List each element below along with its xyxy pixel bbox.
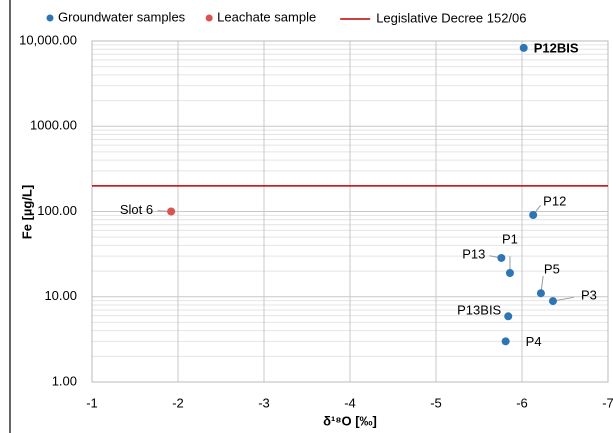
- point-label: Slot 6: [120, 202, 153, 217]
- point: [505, 268, 514, 277]
- point: [519, 43, 528, 52]
- legend-marker: [205, 14, 213, 22]
- x-tick-label: -4: [344, 395, 356, 410]
- x-axis-label: δ¹⁸O [‰]: [323, 413, 377, 428]
- point: [167, 207, 176, 216]
- x-tick-label: -6: [516, 395, 528, 410]
- legend-label: Legislative Decree 152/06: [376, 10, 526, 25]
- point: [536, 289, 545, 298]
- legend-label: Groundwater samples: [58, 9, 186, 24]
- point: [497, 253, 506, 262]
- y-tick-label: 1000.00: [30, 118, 77, 133]
- point: [529, 210, 538, 219]
- point-label: P5: [544, 262, 560, 277]
- y-axis-label: Fe [µg/L]: [19, 185, 34, 239]
- point-label: P13BIS: [457, 303, 501, 318]
- plot-area: [91, 40, 609, 383]
- y-tick-label: 10.00: [44, 288, 77, 303]
- point: [504, 312, 513, 321]
- legend-label: Leachate sample: [217, 9, 316, 24]
- x-tick-label: -5: [430, 395, 442, 410]
- point-label: P12: [543, 193, 566, 208]
- point-label: P4: [526, 334, 542, 349]
- x-tick-label: -3: [258, 395, 270, 410]
- x-tick-label: -2: [172, 395, 184, 410]
- point-label: P13: [462, 246, 485, 261]
- point: [501, 337, 510, 346]
- point-label: P3: [581, 288, 597, 303]
- y-tick-label: 10,000.00: [19, 32, 77, 47]
- y-tick-label: 1.00: [52, 373, 77, 388]
- point-label: P12BIS: [534, 40, 579, 55]
- point: [548, 297, 557, 306]
- x-tick-label: -7: [602, 395, 613, 410]
- legend-marker: [46, 14, 54, 22]
- point-label: P1: [502, 231, 518, 246]
- x-tick-label: -1: [86, 395, 98, 410]
- chart-frame: [9, 0, 613, 433]
- y-tick-label: 100.00: [37, 203, 77, 218]
